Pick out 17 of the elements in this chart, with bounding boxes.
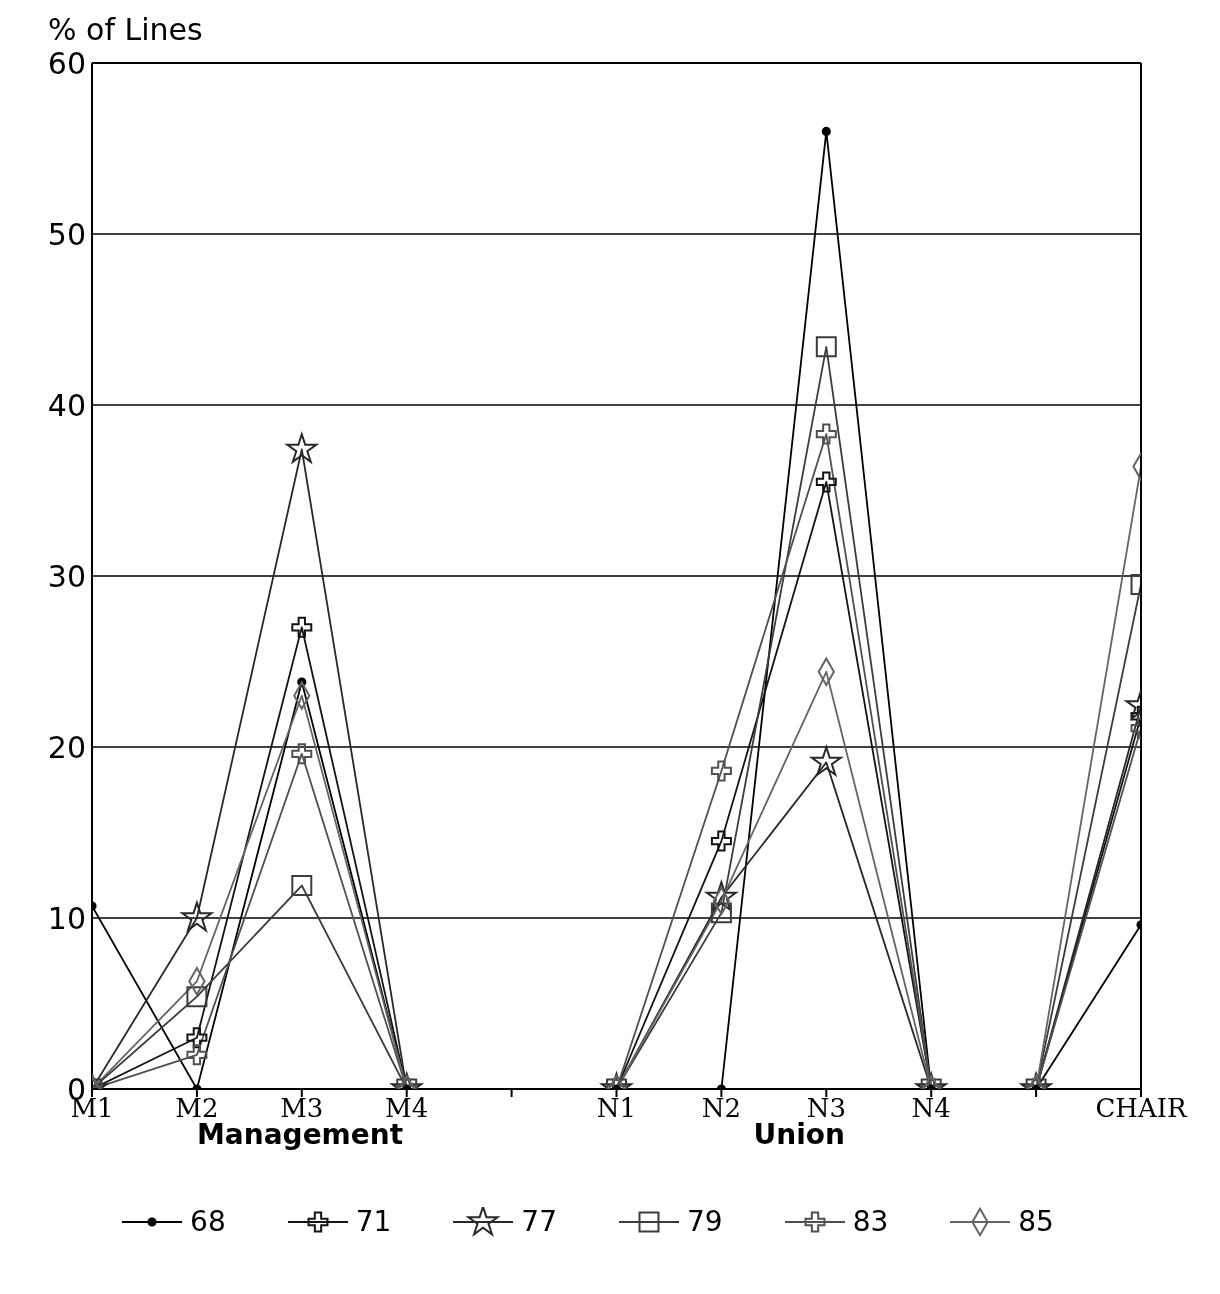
x-tick-label: CHAIR [1095, 1093, 1189, 1124]
y-tick-label: 10 [47, 900, 86, 936]
legend-label: 79 [687, 1205, 723, 1238]
y-axis-title: % of Lines [48, 12, 203, 47]
y-tick-label: 50 [47, 216, 86, 252]
legend-label: 85 [1018, 1205, 1054, 1238]
legend-label: 68 [190, 1205, 226, 1238]
legend-label: 77 [521, 1205, 557, 1238]
legend-label: 71 [355, 1205, 392, 1238]
x-tick-label: N4 [911, 1093, 951, 1124]
y-tick-label: 20 [47, 729, 86, 765]
legend-label: 83 [852, 1205, 889, 1238]
x-tick-label: N2 [701, 1093, 742, 1124]
y-tick-label: 30 [47, 558, 86, 594]
x-tick-label: N1 [596, 1093, 637, 1124]
y-tick-label: 60 [47, 45, 86, 81]
y-tick-label: 40 [47, 387, 86, 423]
